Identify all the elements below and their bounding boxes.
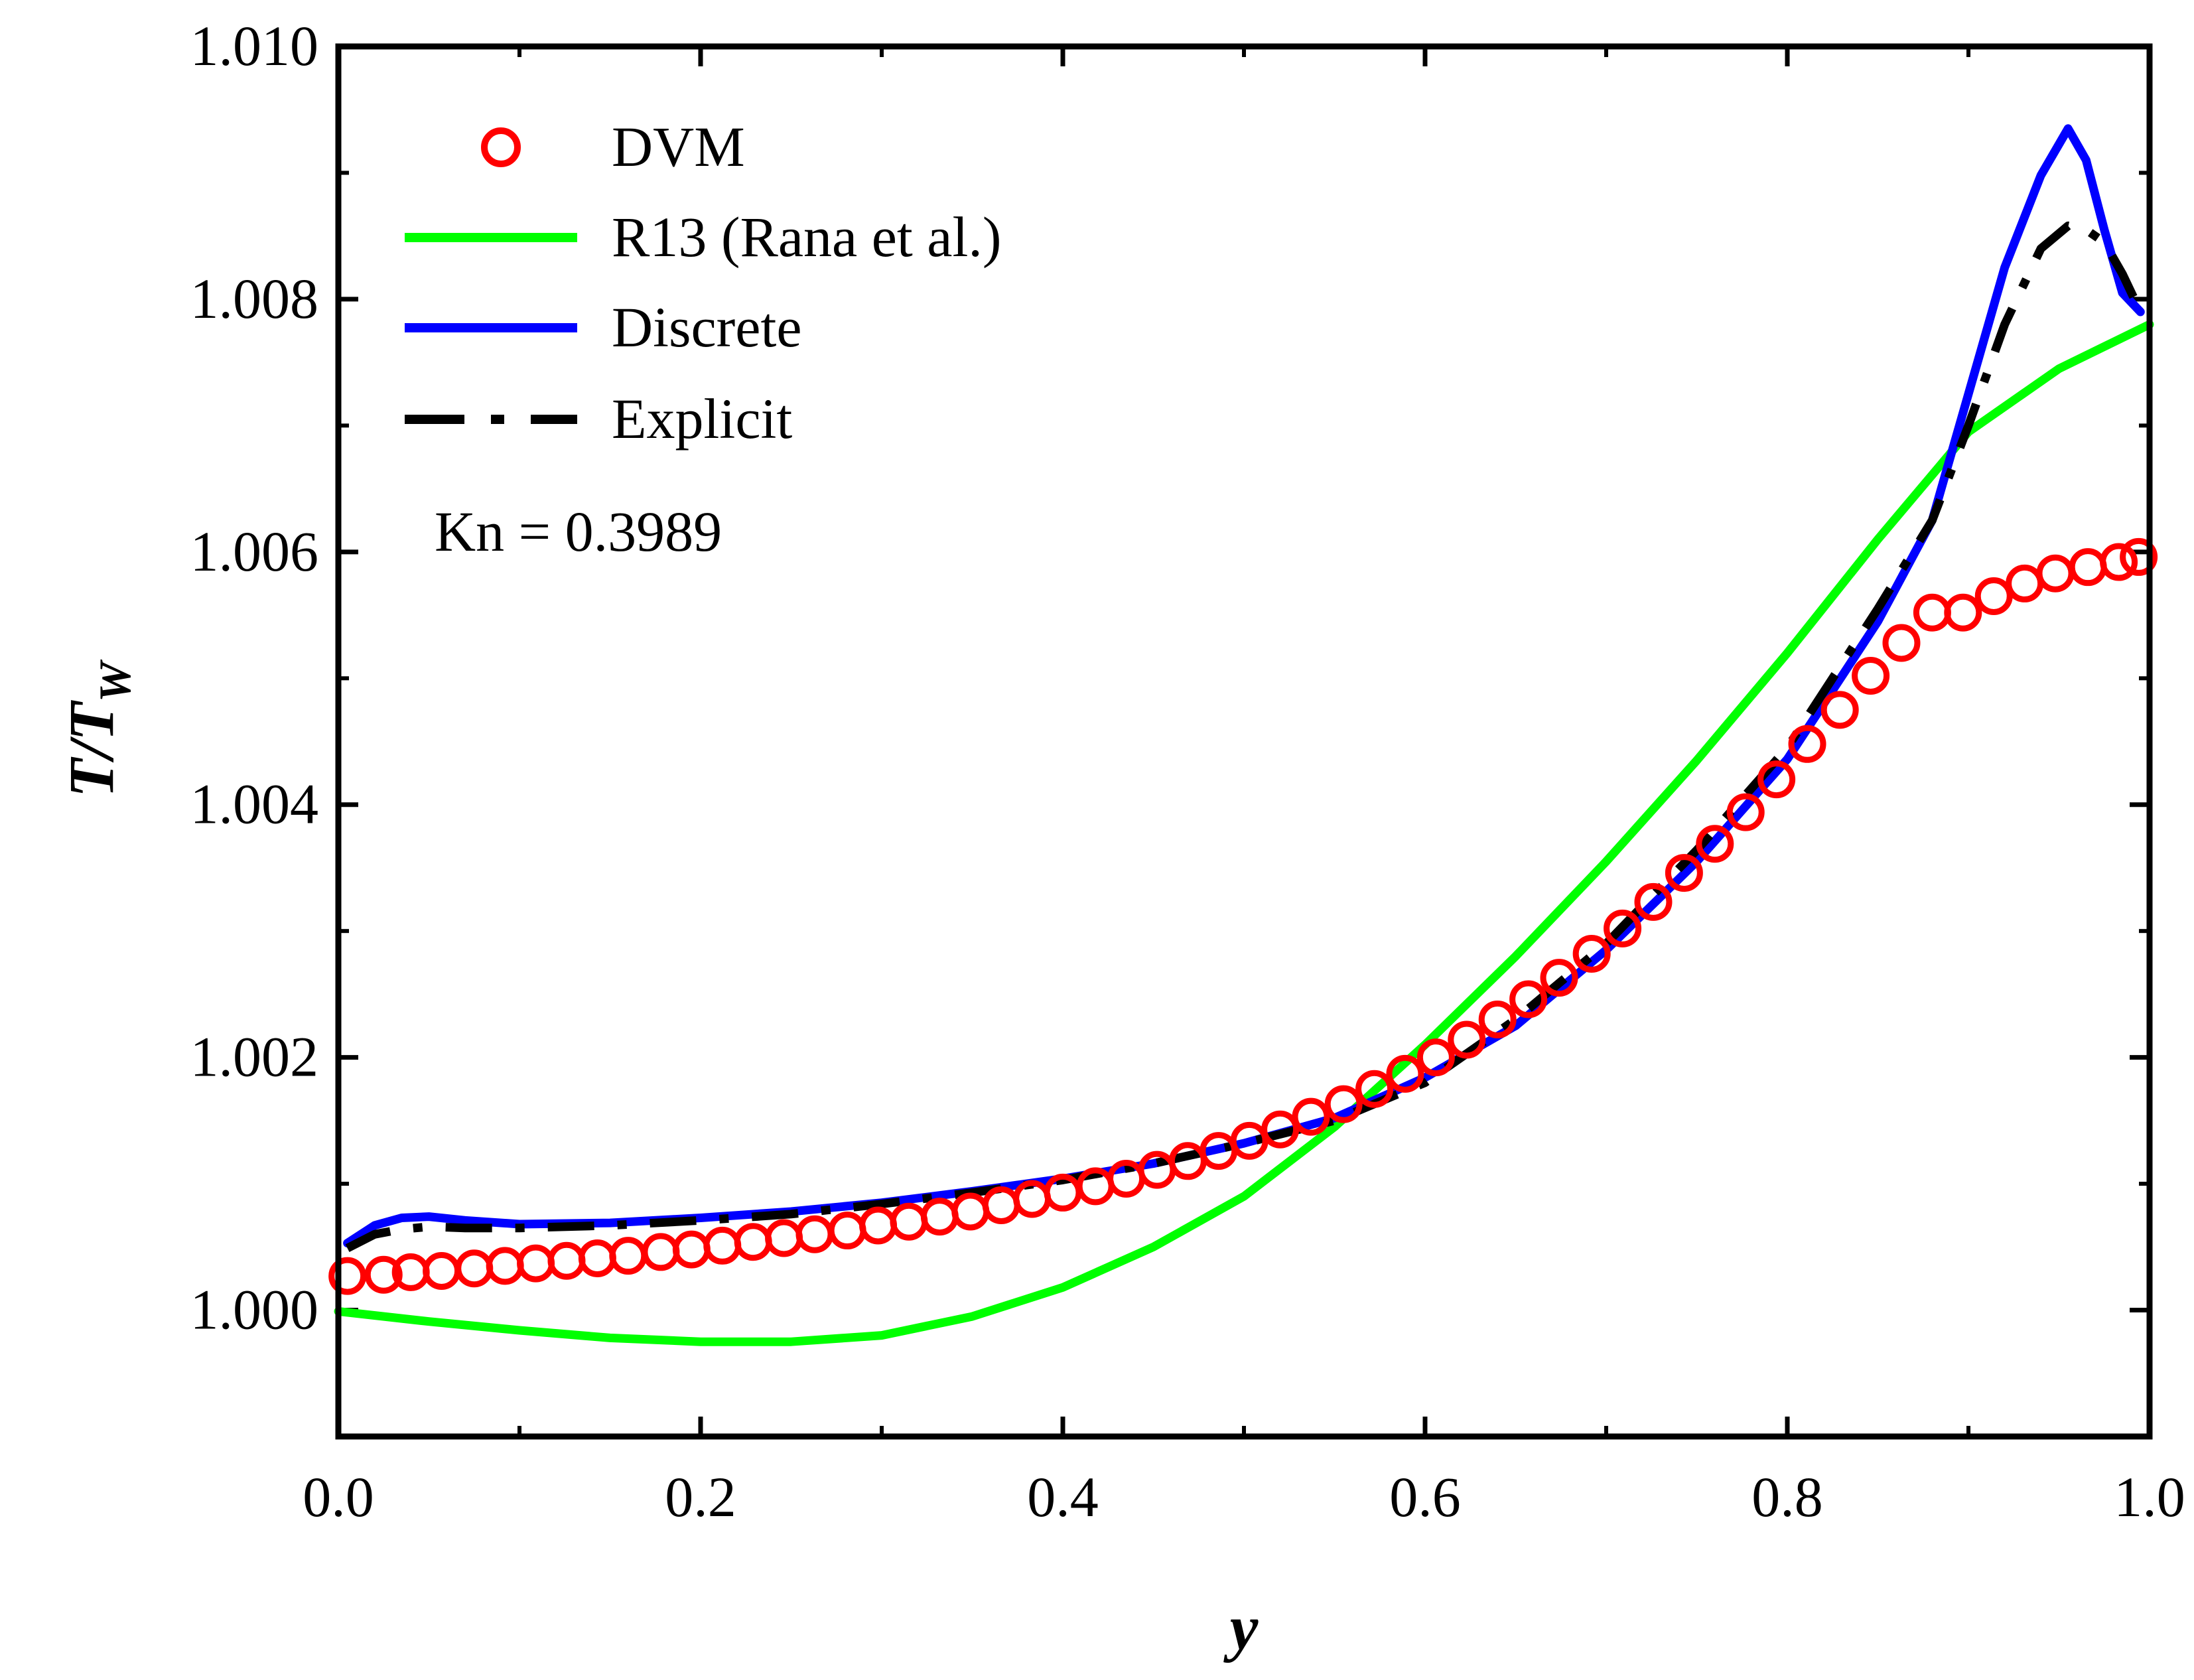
series-dvm-point xyxy=(920,1198,959,1236)
series-dvm-point xyxy=(547,1241,586,1280)
y-tick-label: 1.006 xyxy=(190,520,319,583)
x-tick-label: 0.6 xyxy=(1389,1465,1461,1529)
legend-marker-dvm xyxy=(481,127,521,167)
series-dvm-point xyxy=(765,1219,803,1257)
series-dvm-point xyxy=(1726,793,1765,831)
series-dvm-point xyxy=(486,1247,524,1285)
series-dvm-point xyxy=(1509,980,1548,1018)
series-dvm-point xyxy=(734,1223,772,1261)
y-tick-label: 1.008 xyxy=(190,267,319,330)
series-dvm-point xyxy=(1448,1020,1486,1059)
series-dvm-point xyxy=(982,1186,1020,1224)
series-dvm-point xyxy=(1882,624,1921,662)
series-explicit-line xyxy=(345,221,2145,1252)
series-dvm-point xyxy=(423,1252,461,1291)
series-dvm-point xyxy=(795,1215,834,1253)
series-dvm-point xyxy=(578,1239,616,1277)
series-dvm-point xyxy=(1852,656,1890,695)
series-dvm-point xyxy=(890,1202,928,1241)
series-r13-rana-et-al-line xyxy=(334,320,2154,1346)
series-dvm-point xyxy=(455,1249,494,1288)
legend-label-explicit: Explicit xyxy=(612,387,792,451)
legend-label-r13: R13 (Rana et al.) xyxy=(612,205,1001,269)
series-dvm-point xyxy=(1540,959,1578,997)
x-tick-label: 0.4 xyxy=(1027,1465,1099,1529)
series-dvm-point xyxy=(1820,691,1859,729)
series-dvm-point xyxy=(1974,577,2013,615)
series-dvm-point xyxy=(1386,1054,1424,1093)
legend-label-discrete: Discrete xyxy=(612,295,802,359)
y-tick-label: 1.002 xyxy=(190,1025,319,1089)
series-dvm-point xyxy=(1478,1001,1517,1038)
series-dvm-point xyxy=(328,1257,367,1295)
y-axis-title: T/TW xyxy=(56,659,140,798)
kn-annotation: Kn = 0.3989 xyxy=(435,500,722,563)
series-dvm-point xyxy=(1665,854,1703,892)
series-dvm-point xyxy=(1696,825,1734,863)
legend: DVM R13 (Rana et al.) Discrete Explicit xyxy=(405,115,1001,451)
series-dvm-point xyxy=(2120,537,2158,576)
series-dvm-point xyxy=(364,1255,403,1294)
series-dvm-point xyxy=(1292,1097,1330,1136)
series-dvm-point xyxy=(2100,543,2138,581)
x-axis-title: y xyxy=(1223,1592,1259,1663)
series-dvm-point xyxy=(2069,548,2107,587)
axis-ticks xyxy=(336,44,2152,1436)
series-dvm-point xyxy=(672,1230,711,1269)
series-dvm-point xyxy=(1944,593,1982,632)
series-dvm-point xyxy=(517,1244,555,1283)
plot-series xyxy=(328,124,2158,1346)
series-dvm-point xyxy=(1604,909,1642,947)
series-dvm-point xyxy=(1355,1070,1394,1108)
series-dvm-point xyxy=(951,1192,990,1231)
plot-frame xyxy=(335,43,2153,1440)
series-dvm-point xyxy=(1416,1038,1455,1077)
x-tick-label: 0.0 xyxy=(303,1465,374,1529)
x-tick-label: 0.2 xyxy=(665,1465,736,1529)
x-tick-label: 0.8 xyxy=(1751,1465,1823,1529)
series-dvm-point xyxy=(828,1212,866,1250)
series-dvm-point xyxy=(1913,593,1951,632)
series-dvm-point xyxy=(1634,882,1673,921)
series-dvm-point xyxy=(1324,1085,1363,1123)
y-axis-title-main: T/T xyxy=(56,700,127,798)
series-dvm-point xyxy=(1261,1110,1300,1149)
series-dvm-point xyxy=(1788,725,1826,763)
x-tick-label: 1.0 xyxy=(2114,1465,2185,1529)
series-dvm-point xyxy=(2036,554,2075,593)
series-dvm-point xyxy=(703,1226,742,1265)
series-dvm-point xyxy=(859,1206,898,1245)
y-tick-label: 1.004 xyxy=(190,772,319,836)
series-dvm-point xyxy=(1572,934,1611,973)
y-tick-label: 1.010 xyxy=(190,14,319,78)
legend-label-dvm: DVM xyxy=(612,115,745,178)
y-tick-label: 1.000 xyxy=(190,1278,319,1342)
series-dvm-point xyxy=(642,1233,680,1271)
series-dvm-point xyxy=(609,1237,648,1275)
series-dvm-point xyxy=(1757,760,1796,799)
y-axis-title-subscript: W xyxy=(90,659,140,702)
tick-labels: 0.0 0.2 0.4 0.6 0.8 1.0 1.000 1.002 1.004 1.006 1.… xyxy=(190,14,2185,1529)
series-dvm-point xyxy=(2006,564,2044,602)
